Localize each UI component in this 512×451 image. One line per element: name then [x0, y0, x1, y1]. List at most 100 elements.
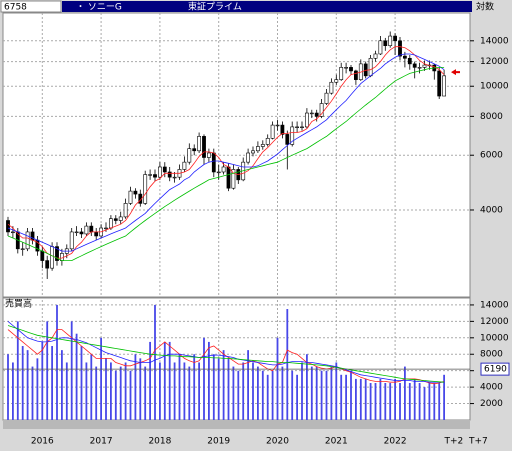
candle-body	[280, 124, 285, 135]
volume-bar	[183, 362, 186, 420]
volume-bar	[355, 378, 357, 420]
y-tick-label: 8000	[480, 112, 503, 122]
candle-body	[162, 166, 167, 173]
volume-bar	[222, 350, 225, 420]
candle-body	[50, 246, 55, 269]
volume-bar	[247, 350, 249, 420]
moving-average	[7, 321, 445, 383]
candle-body	[11, 231, 15, 234]
x-tick-label: T+7	[468, 437, 488, 447]
volume-bar	[443, 374, 445, 420]
volume-bar	[75, 333, 78, 420]
volume-bar	[384, 383, 387, 420]
stock-name: ・ ソニーG	[76, 3, 122, 13]
code-box	[0, 0, 62, 13]
volume-bar	[134, 354, 137, 420]
candle-body	[319, 103, 324, 117]
volume-bar	[149, 341, 151, 420]
volume-bar	[369, 383, 372, 420]
candle-body	[172, 176, 177, 179]
scale-label: 対数	[476, 1, 494, 13]
candle-body	[398, 40, 402, 57]
volume-bar	[129, 370, 132, 420]
candle-body	[221, 166, 226, 173]
volume-bar	[242, 362, 245, 420]
volume-bar	[114, 370, 117, 420]
volume-bar	[124, 362, 127, 420]
price-marker	[451, 69, 460, 76]
candle-body	[118, 216, 123, 221]
volume-title: 売買高	[5, 298, 32, 310]
volume-bar	[296, 374, 298, 420]
candle-body	[353, 70, 358, 80]
volume-bar	[16, 321, 19, 420]
candle-body	[123, 203, 128, 218]
x-tick-label: 2016	[31, 437, 54, 447]
candle-body	[59, 253, 64, 261]
candle-body	[422, 64, 427, 68]
volume-bar	[394, 378, 396, 420]
volume-bar	[41, 341, 44, 420]
candle-body	[378, 40, 383, 55]
candle-body	[6, 220, 10, 233]
y-tick-label: 4000	[480, 205, 503, 215]
candle-body	[211, 152, 216, 173]
candle-body	[207, 152, 211, 158]
candle-body	[25, 231, 30, 250]
volume-bar	[90, 354, 93, 420]
candle-body	[334, 79, 339, 83]
volume-bar	[428, 383, 431, 420]
volume-bar	[163, 341, 166, 420]
candle-body	[324, 92, 329, 104]
volume-bar	[291, 370, 294, 420]
volume-bar	[51, 346, 53, 420]
candle-body	[202, 136, 206, 158]
volume-bar	[227, 358, 230, 420]
x-tick-label: 2020	[266, 437, 289, 447]
volume-bar	[281, 366, 284, 420]
volume-bar	[438, 383, 441, 420]
candle-body	[383, 40, 388, 47]
volume-bar	[374, 383, 377, 420]
y-tick-label: 12000	[480, 317, 509, 327]
moving-average	[7, 67, 445, 261]
candle-body	[167, 171, 172, 178]
candle-body	[197, 136, 202, 152]
volume-bar	[423, 387, 426, 420]
volume-bar	[340, 374, 343, 420]
volume-bar	[212, 354, 215, 420]
volume-bar	[95, 366, 98, 420]
candle-body	[304, 112, 309, 128]
stock-code: 6758	[4, 3, 27, 13]
candle-body	[344, 67, 349, 69]
volume-bar	[335, 362, 338, 420]
current-box	[480, 362, 510, 376]
volume-bar	[359, 378, 362, 420]
candle-body	[69, 231, 74, 250]
candle-body	[187, 148, 192, 163]
volume-bar	[193, 354, 196, 420]
volume-bar	[36, 358, 39, 420]
volume-bar	[257, 366, 259, 420]
y-tick-label: 14000	[480, 300, 509, 310]
y-tick-label: 4000	[480, 383, 503, 393]
candle-body	[216, 171, 221, 174]
candle-body	[40, 250, 45, 261]
y-tick-label: 12000	[480, 57, 509, 67]
volume-bar	[144, 366, 147, 420]
x-tick-label: 2022	[384, 437, 407, 447]
candle-body	[182, 161, 187, 170]
candle-body	[231, 169, 236, 189]
volume-bar	[350, 370, 352, 420]
candle-body	[437, 70, 442, 97]
candle-body	[402, 55, 407, 59]
volume-bar	[80, 346, 83, 420]
volume-bar	[154, 304, 156, 420]
volume-bar	[345, 374, 347, 420]
volume-bar	[266, 374, 269, 420]
candle-body	[329, 81, 334, 94]
candle-body	[407, 57, 412, 65]
volume-bar	[379, 378, 382, 420]
candle-body	[309, 112, 314, 115]
volume-bar	[173, 362, 176, 420]
